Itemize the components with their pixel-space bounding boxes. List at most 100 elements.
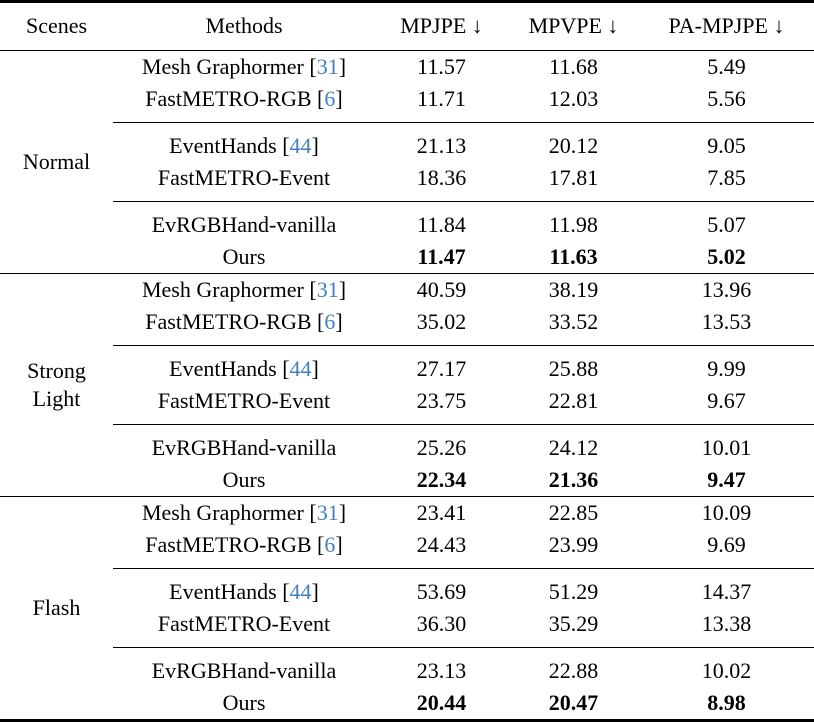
scene-label: Strong Light	[27, 358, 86, 411]
metric-value: 23.99	[548, 532, 599, 557]
col-header-methods: Methods	[205, 13, 283, 38]
citation-link[interactable]: 31	[316, 277, 339, 302]
method-cell: Ours	[113, 241, 375, 274]
metric-value: 18.36	[416, 165, 467, 190]
metric-value: 22.88	[508, 647, 639, 687]
method-name: FastMETRO-RGB	[145, 86, 312, 111]
metric-value: 35.02	[416, 309, 467, 334]
method-name: Mesh Graphormer	[141, 500, 304, 525]
metric-value: 10.09	[701, 500, 752, 525]
method-cell: Ours	[113, 687, 375, 721]
method-name: Ours	[222, 467, 266, 492]
table-row: Ours 11.47 11.63 5.02	[0, 241, 814, 274]
citation-link[interactable]: 44	[289, 579, 312, 604]
citation-link[interactable]: 31	[316, 54, 339, 79]
metric-value: 51.29	[508, 568, 639, 608]
header-row: Scenes Methods MPJPE ↓ MPVPE ↓ PA-MPJPE …	[0, 2, 814, 51]
method-cell: EventHands [44]	[113, 345, 375, 385]
metric-value: 9.67	[707, 388, 746, 413]
method-cell: EvRGBHand-vanilla	[113, 201, 375, 241]
metric-value: 7.85	[707, 165, 746, 190]
method-cell: Mesh Graphormer [31]	[141, 500, 347, 525]
col-header-mpvpe: MPVPE ↓	[528, 13, 619, 38]
metric-value: 9.69	[707, 532, 746, 557]
table-row: FastMETRO-Event 23.75 22.81 9.67	[0, 385, 814, 425]
metric-value: 25.26	[375, 424, 508, 464]
method-name: EvRGBHand-vanilla	[151, 212, 337, 237]
table-row: Strong Light Mesh Graphormer [31] 40.59 38.…	[0, 274, 814, 411]
scene-group: Strong Light Mesh Graphormer [31] 40.59 38.…	[0, 273, 814, 497]
table-row: FastMETRO-Event 18.36 17.81 7.85	[0, 162, 814, 202]
metric-value: 24.12	[508, 424, 639, 464]
table-row: Flash Mesh Graphormer [31] 23.41 22.85 10.09	[0, 497, 814, 620]
col-header-scenes: Scenes	[25, 13, 88, 38]
metric-value: 20.47	[548, 690, 599, 715]
method-name: FastMETRO-RGB	[145, 309, 312, 334]
metric-value: 10.02	[639, 647, 814, 687]
metric-value: 11.98	[508, 201, 639, 241]
table-header: Scenes Methods MPJPE ↓ MPVPE ↓ PA-MPJPE …	[0, 2, 814, 51]
metric-value: 9.47	[707, 467, 746, 492]
metric-value: 5.02	[707, 244, 746, 269]
method-name: Ours	[222, 690, 266, 715]
method-name: Ours	[222, 244, 266, 269]
metric-value: 8.98	[707, 690, 746, 715]
method-name: FastMETRO-Event	[157, 165, 331, 190]
scene-group: Normal Mesh Graphormer [31] 11.57 11.68 5.49…	[0, 51, 814, 274]
metric-value: 5.07	[639, 201, 814, 241]
method-cell: EvRGBHand-vanilla	[113, 424, 375, 464]
table-row: Normal Mesh Graphormer [31] 11.57 11.68 5.49	[0, 51, 814, 174]
citation-link[interactable]: 44	[289, 356, 312, 381]
table-row: FastMETRO-Event 36.30 35.29 13.38	[0, 608, 814, 648]
method-cell: FastMETRO-Event	[113, 608, 375, 648]
method-cell: EvRGBHand-vanilla	[113, 647, 375, 687]
table-row: FastMETRO-RGB [6] 24.43 23.99 9.69	[0, 529, 814, 569]
metric-value: 11.84	[375, 201, 508, 241]
method-name: EvRGBHand-vanilla	[151, 435, 337, 460]
method-name: FastMETRO-RGB	[145, 532, 312, 557]
metric-value: 11.71	[417, 86, 466, 111]
metric-value: 20.44	[416, 690, 467, 715]
metric-value: 11.57	[417, 54, 466, 79]
scene-group: Flash Mesh Graphormer [31] 23.41 22.85 10.09…	[0, 496, 814, 721]
method-cell: FastMETRO-RGB [6]	[145, 532, 343, 557]
metric-value: 25.88	[508, 345, 639, 385]
method-cell: FastMETRO-Event	[113, 162, 375, 202]
table-row: EvRGBHand-vanilla 25.26 24.12 10.01	[0, 424, 814, 464]
method-name: EventHands	[169, 579, 277, 604]
metric-value: 12.03	[548, 86, 599, 111]
method-name: EventHands	[169, 356, 277, 381]
metric-value: 23.41	[416, 500, 467, 525]
table-row: FastMETRO-RGB [6] 35.02 33.52 13.53	[0, 306, 814, 346]
table-row: Ours 22.34 21.36 9.47	[0, 464, 814, 497]
citation-link[interactable]: 31	[316, 500, 339, 525]
citation-link[interactable]: 6	[324, 309, 336, 334]
citation-link[interactable]: 6	[324, 86, 336, 111]
citation-link[interactable]: 6	[324, 532, 336, 557]
table-row: EventHands [44] 27.17 25.88 9.99	[0, 345, 814, 385]
metric-value: 11.68	[549, 54, 598, 79]
table-row: EvRGBHand-vanilla 23.13 22.88 10.02	[0, 647, 814, 687]
metric-value: 17.81	[548, 165, 599, 190]
metric-value: 35.29	[548, 611, 599, 636]
metric-value: 20.12	[508, 122, 639, 162]
col-header-mpjpe: MPJPE ↓	[400, 13, 483, 38]
method-name: FastMETRO-Event	[157, 611, 331, 636]
citation-link[interactable]: 44	[289, 133, 312, 158]
method-cell: Ours	[113, 464, 375, 497]
method-name: Mesh Graphormer	[141, 54, 304, 79]
metric-value: 36.30	[416, 611, 467, 636]
metric-value: 22.81	[548, 388, 599, 413]
metric-value: 13.38	[701, 611, 752, 636]
metric-value: 24.43	[416, 532, 467, 557]
metric-value: 38.19	[548, 277, 599, 302]
method-cell: EventHands [44]	[113, 568, 375, 608]
metric-value: 11.63	[549, 244, 598, 269]
method-cell: Mesh Graphormer [31]	[141, 277, 347, 302]
col-header-pa-mpjpe: PA-MPJPE ↓	[668, 13, 785, 38]
metric-value: 5.56	[707, 86, 746, 111]
metric-value: 9.99	[639, 345, 814, 385]
method-cell: EventHands [44]	[113, 122, 375, 162]
method-name: EvRGBHand-vanilla	[151, 658, 337, 683]
